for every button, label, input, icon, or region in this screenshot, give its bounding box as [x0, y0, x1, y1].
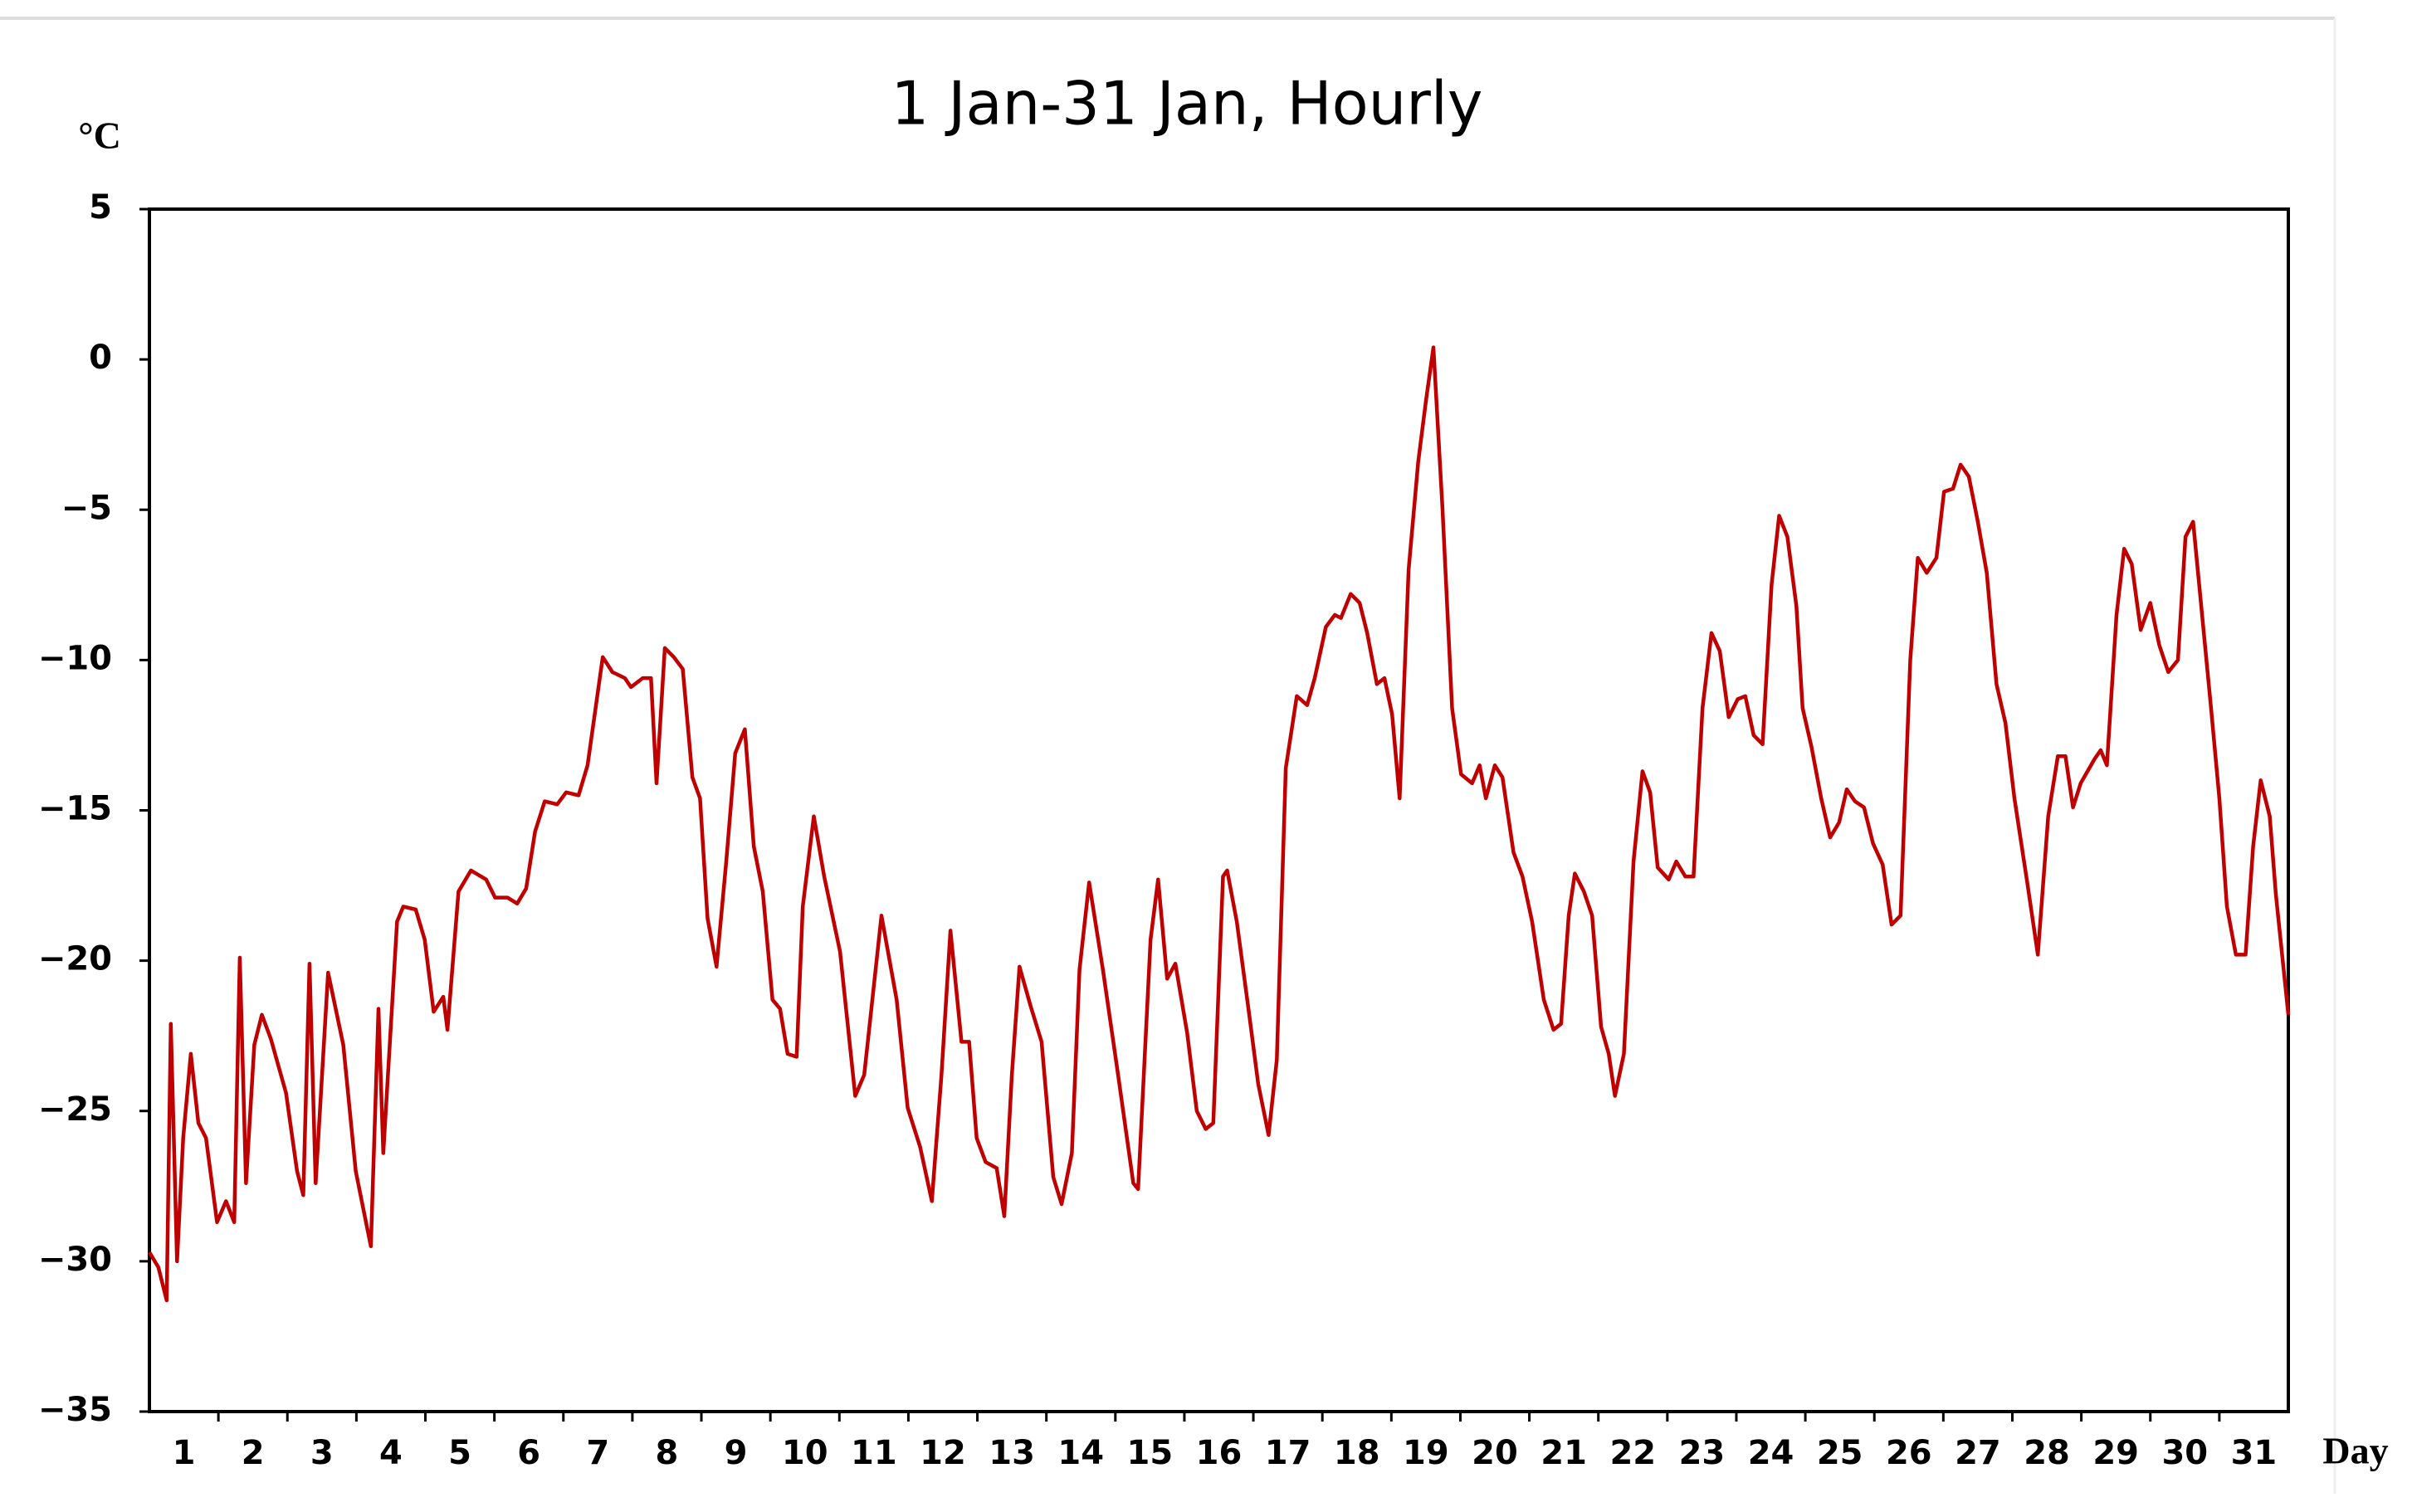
- y-tick-label: −30: [38, 1241, 112, 1279]
- x-tick-label: 10: [782, 1434, 828, 1472]
- x-tick-label: 21: [1540, 1434, 1587, 1472]
- x-tick-label: 1: [173, 1434, 196, 1472]
- x-tick-label: 18: [1334, 1434, 1380, 1472]
- x-tick-label: 11: [851, 1434, 897, 1472]
- x-tick-label: 25: [1817, 1434, 1863, 1472]
- x-tick-label: 23: [1679, 1434, 1726, 1472]
- x-tick-label: 30: [2161, 1434, 2208, 1472]
- x-tick-label: 22: [1609, 1434, 1656, 1472]
- plot-frame: [148, 207, 2290, 1413]
- x-tick-label: 14: [1057, 1434, 1104, 1472]
- chart-title: 1 Jan-31 Jan, Hourly: [891, 69, 1483, 139]
- x-tick-label: 16: [1196, 1434, 1243, 1472]
- x-tick-label: 13: [989, 1434, 1035, 1472]
- temperature-line: [148, 345, 2291, 1303]
- x-tick-label: 12: [920, 1434, 966, 1472]
- x-tick-label: 17: [1265, 1434, 1311, 1472]
- y-tick-label: −20: [38, 940, 112, 978]
- x-tick-label: 20: [1472, 1434, 1518, 1472]
- x-tick-label: 4: [379, 1434, 403, 1472]
- y-tick-label: 5: [89, 188, 112, 227]
- x-tick-label: 27: [1955, 1434, 2001, 1472]
- y-tick-label: −35: [38, 1391, 112, 1429]
- y-tick-label: −15: [38, 790, 112, 828]
- x-tick-label: 29: [2092, 1434, 2139, 1472]
- x-tick-label: 31: [2231, 1434, 2278, 1472]
- x-axis-label: Day: [2322, 1430, 2388, 1472]
- x-tick-label: 26: [1886, 1434, 1932, 1472]
- x-tick-label: 6: [517, 1434, 540, 1472]
- x-tick-label: 24: [1748, 1434, 1794, 1472]
- y-tick-label: 0: [89, 339, 112, 377]
- x-tick-label: 7: [586, 1434, 609, 1472]
- x-tick-label: 19: [1403, 1434, 1449, 1472]
- y-tick-label: −25: [38, 1090, 112, 1129]
- x-tick-label: 3: [310, 1434, 334, 1472]
- x-tick-label: 8: [656, 1434, 679, 1472]
- x-tick-label: 28: [2024, 1434, 2070, 1472]
- x-tick-label: 15: [1127, 1434, 1174, 1472]
- x-tick-label: 5: [448, 1434, 471, 1472]
- y-tick-label: −10: [38, 639, 112, 677]
- x-tick-label: 9: [725, 1434, 748, 1472]
- y-axis-label: °C: [78, 115, 121, 157]
- y-tick-label: −5: [61, 489, 112, 527]
- x-tick-label: 2: [242, 1434, 265, 1472]
